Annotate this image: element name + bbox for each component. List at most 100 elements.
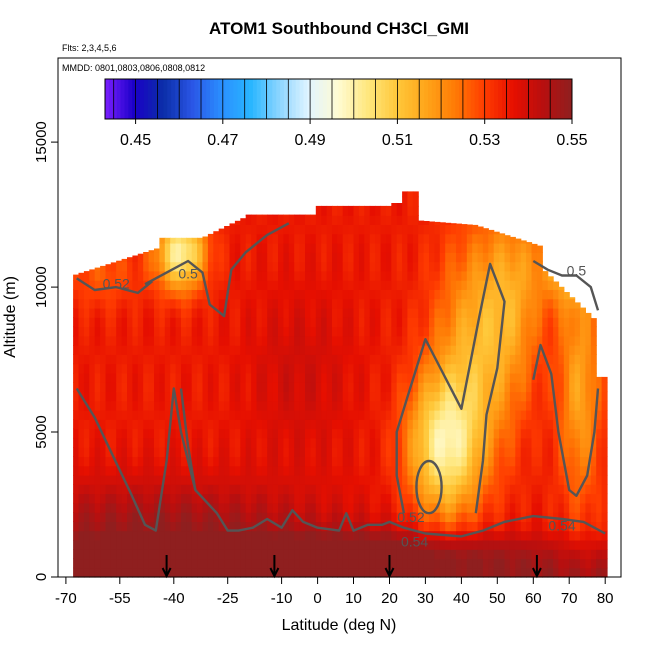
heatmap-cell bbox=[472, 465, 479, 476]
heatmap-cell bbox=[542, 289, 549, 300]
heatmap-cell bbox=[315, 233, 322, 244]
heatmap-cell bbox=[509, 363, 516, 374]
heatmap-cell bbox=[353, 382, 360, 393]
heatmap-cell bbox=[186, 558, 193, 569]
heatmap-cell bbox=[164, 484, 171, 495]
heatmap-cell bbox=[358, 326, 365, 337]
heatmap-cell bbox=[127, 465, 133, 476]
heatmap-cell bbox=[299, 345, 306, 355]
heatmap-cell bbox=[299, 493, 306, 504]
contour-line bbox=[144, 222, 290, 318]
heatmap-cell bbox=[202, 474, 209, 485]
heatmap-cell bbox=[369, 474, 376, 485]
heatmap-cell bbox=[267, 484, 274, 495]
heatmap-cell bbox=[186, 419, 193, 430]
heatmap-cell bbox=[121, 270, 128, 281]
heatmap-cell bbox=[348, 317, 355, 328]
heatmap-cell bbox=[412, 270, 419, 281]
heatmap-cell bbox=[83, 363, 90, 374]
heatmap-cell bbox=[143, 326, 150, 337]
heatmap-cell bbox=[477, 326, 484, 337]
heatmap-cell bbox=[73, 447, 80, 457]
heatmap-cell bbox=[218, 549, 225, 560]
heatmap-cell bbox=[310, 567, 317, 578]
heatmap-cell bbox=[423, 539, 430, 550]
heatmap-cell bbox=[251, 558, 258, 569]
heatmap-cell bbox=[121, 363, 128, 374]
heatmap-cell bbox=[504, 270, 511, 281]
heatmap-cell bbox=[310, 502, 317, 513]
heatmap-cell bbox=[121, 372, 128, 383]
heatmap-cell bbox=[477, 233, 484, 244]
heatmap-cell bbox=[83, 512, 90, 522]
heatmap-cell bbox=[477, 335, 484, 346]
heatmap-cell bbox=[78, 493, 85, 504]
heatmap-cell bbox=[456, 289, 462, 300]
heatmap-cell bbox=[229, 521, 236, 532]
heatmap-cell bbox=[78, 382, 85, 393]
heatmap-cell bbox=[472, 233, 479, 244]
heatmap-cell bbox=[553, 474, 560, 485]
colorbar-swatch bbox=[190, 79, 196, 119]
heatmap-cell bbox=[170, 363, 177, 374]
heatmap-cell bbox=[515, 530, 522, 541]
heatmap-cell bbox=[170, 410, 177, 420]
heatmap-cell bbox=[466, 224, 473, 235]
heatmap-cell bbox=[261, 456, 268, 467]
heatmap-cell bbox=[348, 326, 355, 337]
heatmap-cell bbox=[385, 270, 392, 281]
heatmap-cell bbox=[245, 326, 252, 337]
heatmap-cell bbox=[261, 400, 268, 411]
heatmap-cell bbox=[364, 215, 371, 225]
heatmap-cell bbox=[294, 280, 301, 290]
heatmap-cell bbox=[240, 372, 247, 383]
heatmap-cell bbox=[396, 243, 403, 253]
heatmap-cell bbox=[240, 502, 247, 513]
heatmap-cell bbox=[164, 521, 171, 532]
heatmap-cell bbox=[245, 243, 252, 253]
heatmap-cell bbox=[482, 354, 489, 365]
heatmap-cell bbox=[547, 558, 554, 569]
heatmap-cell bbox=[299, 539, 306, 550]
heatmap-cell bbox=[396, 280, 403, 290]
heatmap-cell bbox=[396, 391, 403, 402]
heatmap-cell bbox=[154, 298, 160, 309]
heatmap-cell bbox=[515, 410, 522, 420]
heatmap-cell bbox=[348, 567, 355, 578]
heatmap-cell bbox=[234, 280, 241, 290]
heatmap-cell bbox=[94, 484, 101, 495]
heatmap-cell bbox=[504, 539, 511, 550]
heatmap-cell bbox=[391, 345, 398, 355]
heatmap-cell bbox=[288, 354, 295, 365]
heatmap-cell bbox=[261, 502, 268, 513]
heatmap-cell bbox=[353, 261, 360, 272]
heatmap-cell bbox=[315, 215, 322, 225]
heatmap-cell bbox=[148, 493, 155, 504]
heatmap-cell bbox=[272, 382, 279, 393]
heatmap-cell bbox=[78, 307, 85, 318]
heatmap-cell bbox=[531, 558, 538, 569]
x-tick-label: -25 bbox=[217, 590, 239, 607]
heatmap-cell bbox=[154, 539, 160, 550]
heatmap-cell bbox=[488, 456, 495, 467]
heatmap-cell bbox=[477, 382, 484, 393]
heatmap-cell bbox=[202, 317, 209, 328]
heatmap-cell bbox=[288, 326, 295, 337]
heatmap-cell bbox=[456, 335, 462, 346]
heatmap-cell bbox=[520, 567, 527, 578]
heatmap-cell bbox=[553, 317, 560, 328]
heatmap-cell bbox=[175, 252, 182, 263]
colorbar-swatch bbox=[256, 79, 262, 119]
heatmap-cell bbox=[294, 539, 301, 550]
heatmap-cell bbox=[337, 410, 344, 420]
heatmap-cell bbox=[272, 512, 279, 522]
heatmap-cell bbox=[154, 456, 160, 467]
heatmap-cell bbox=[445, 317, 452, 328]
heatmap-cell bbox=[170, 512, 177, 522]
colorbar-swatch bbox=[132, 79, 137, 119]
heatmap-cell bbox=[520, 521, 527, 532]
colorbar-swatch bbox=[439, 79, 445, 119]
heatmap-cell bbox=[305, 539, 311, 550]
heatmap-cell bbox=[73, 549, 80, 560]
heatmap-cell bbox=[148, 484, 155, 495]
